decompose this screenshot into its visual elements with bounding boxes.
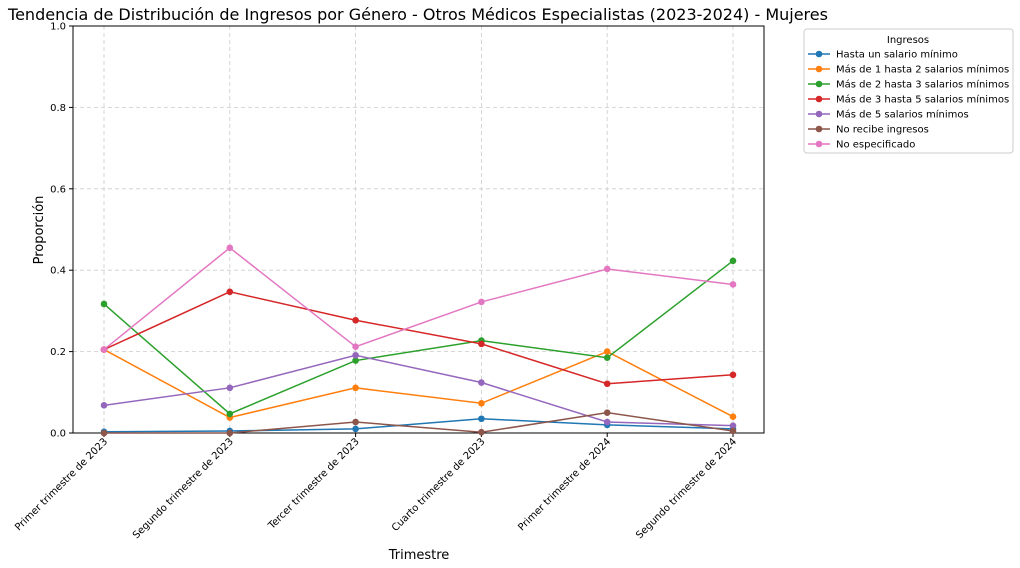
data-point xyxy=(729,427,737,435)
plot-frame xyxy=(72,25,765,434)
data-point xyxy=(729,413,737,421)
data-point xyxy=(352,316,359,324)
data-point xyxy=(729,422,737,429)
legend-label: Más de 1 hasta 2 salarios mínimos xyxy=(836,64,1009,76)
data-point xyxy=(603,348,611,355)
grid xyxy=(73,25,764,434)
series-4 xyxy=(100,288,737,388)
legend-item: Más de 1 hasta 2 salarios mínimos xyxy=(808,64,1009,76)
x-tick-label: Primer trimestre de 2023 xyxy=(13,436,110,533)
data-point xyxy=(603,409,611,416)
y-axis-label: Proporción xyxy=(32,196,47,265)
data-point xyxy=(226,384,234,392)
x-tick-label: Tercer trimestre de 2023 xyxy=(266,436,362,532)
chart-title: Tendencia de Distribución de Ingresos po… xyxy=(7,5,828,24)
data-point xyxy=(226,410,234,418)
legend-item: Más de 3 hasta 5 salarios mínimos xyxy=(808,94,1009,106)
data-point xyxy=(603,380,611,388)
y-tick-label: 1.0 xyxy=(50,22,66,33)
data-point xyxy=(226,244,234,252)
x-tick-label: Cuarto trimestre de 2023 xyxy=(390,436,488,534)
series-7 xyxy=(100,244,737,353)
legend-point-marker xyxy=(815,95,823,103)
series-6 xyxy=(100,409,737,437)
legend-label: Más de 2 hasta 3 salarios mínimos xyxy=(836,79,1009,91)
data-point xyxy=(100,346,108,353)
legend-point-marker xyxy=(815,50,823,58)
legend-label: Más de 5 salarios mínimos xyxy=(836,109,969,121)
data-point xyxy=(352,425,359,433)
legend-item: Hasta un salario mínimo xyxy=(808,49,958,61)
legend-point-marker xyxy=(815,80,823,88)
data-point xyxy=(478,298,485,306)
data-point xyxy=(100,300,108,308)
series-line xyxy=(103,246,734,351)
data-point xyxy=(226,429,234,437)
x-tick-label: Segundo trimestre de 2023 xyxy=(131,436,236,541)
x-tick-label: Segundo trimestre de 2024 xyxy=(634,436,739,541)
data-point xyxy=(603,418,611,426)
series-line xyxy=(103,260,734,415)
x-axis-label: Trimestre xyxy=(388,548,450,563)
data-point xyxy=(603,354,611,362)
data-point xyxy=(100,429,108,437)
data-point xyxy=(100,402,108,409)
data-point xyxy=(603,265,611,273)
legend: Ingresos Hasta un salario mínimo Más de 1… xyxy=(803,28,1014,154)
legend-item: No recibe ingresos xyxy=(808,125,929,136)
data-point xyxy=(478,415,485,423)
series-1 xyxy=(100,415,737,436)
legend-point-marker xyxy=(815,140,823,148)
data-point xyxy=(478,428,485,436)
x-axis: Primer trimestre de 2023 Segundo trimestr… xyxy=(13,433,739,541)
data-point xyxy=(352,418,359,426)
series-line xyxy=(103,418,734,433)
data-point xyxy=(352,343,359,351)
legend-label: Hasta un salario mínimo xyxy=(836,49,958,61)
y-tick-label: 0.4 xyxy=(50,266,66,277)
legend-item: Más de 5 salarios mínimos xyxy=(808,109,969,121)
legend-item: Más de 2 hasta 3 salarios mínimos xyxy=(808,79,1009,91)
series-line xyxy=(103,348,734,419)
series-line xyxy=(104,411,734,434)
series-line xyxy=(103,290,734,385)
x-tick-label: Primer trimestre de 2024 xyxy=(516,436,613,533)
legend-label: No recibe ingresos xyxy=(836,125,929,136)
data-point xyxy=(729,257,737,265)
data-point xyxy=(478,340,485,348)
y-tick-label: 0.6 xyxy=(50,184,66,195)
data-point xyxy=(352,384,359,392)
legend-box xyxy=(803,28,1014,154)
legend-label: Más de 3 hasta 5 salarios mínimos xyxy=(836,94,1009,106)
data-point xyxy=(352,357,359,364)
legend-label: No especificado xyxy=(836,140,915,151)
y-tick-label: 0.8 xyxy=(50,103,66,114)
y-tick-label: 0.0 xyxy=(50,429,66,440)
data-point xyxy=(729,371,737,379)
data-point xyxy=(352,351,359,359)
series-5 xyxy=(100,351,737,429)
data-point xyxy=(729,281,737,288)
y-tick-label: 0.2 xyxy=(50,347,66,358)
legend-point-marker xyxy=(815,65,823,73)
legend-point-marker xyxy=(815,110,823,118)
legend-title: Ingresos xyxy=(887,35,929,46)
y-axis: 0.0 0.2 0.4 0.6 0.8 1.0 xyxy=(50,22,73,440)
data-point xyxy=(478,379,485,386)
series-line xyxy=(103,354,734,427)
data-point xyxy=(226,288,234,296)
data-point xyxy=(478,399,485,407)
legend-item: No especificado xyxy=(808,140,915,151)
legend-point-marker xyxy=(815,125,823,133)
series-layer xyxy=(100,244,737,437)
